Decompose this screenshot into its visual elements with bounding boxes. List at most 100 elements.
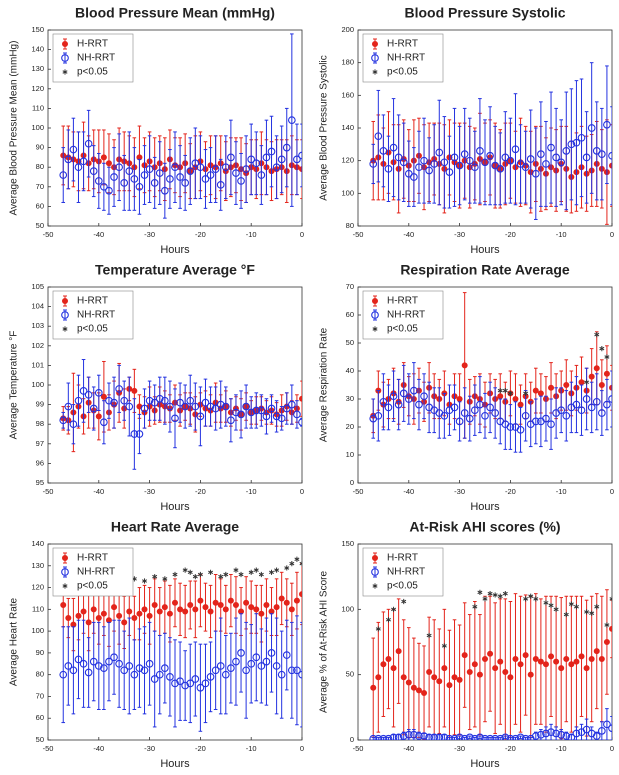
significance-star [401, 598, 407, 605]
x-axis-label: Hours [160, 758, 190, 770]
data-point [85, 619, 92, 626]
error-bar [508, 404, 513, 450]
data-point [221, 163, 230, 172]
legend-label: p<0.05 [77, 67, 108, 78]
error-bar [178, 641, 182, 721]
legend-label: H-RRT [387, 553, 418, 564]
panel: Heart Rate Average Average Heart Rate Hour… [9, 519, 304, 770]
error-bar [594, 731, 599, 740]
data-point [476, 400, 484, 409]
data-point [481, 655, 488, 662]
data-point [430, 733, 439, 740]
legend-marker [62, 297, 69, 304]
data-point [521, 411, 530, 420]
data-point [512, 395, 519, 402]
data-point [410, 173, 418, 181]
error-bar [91, 145, 96, 198]
data-point [100, 393, 107, 400]
x-tick-label: -40 [93, 230, 104, 239]
x-tick-label: -10 [246, 230, 257, 239]
legend: H-RRT NH-RRT p<0.05 [52, 547, 134, 597]
data-point [531, 732, 540, 740]
data-point [512, 655, 519, 662]
data-point [537, 150, 545, 158]
data-point [155, 169, 164, 177]
plot-area [59, 359, 302, 470]
error-bar [137, 628, 142, 708]
data-point [481, 411, 489, 420]
error-bar [518, 735, 523, 740]
error-bar [183, 650, 187, 721]
y-tick-label: 10 [346, 450, 354, 459]
x-tick-label: -50 [353, 487, 364, 496]
data-point [572, 400, 581, 409]
data-point [227, 664, 235, 672]
legend-label: H-RRT [77, 39, 108, 50]
data-point [587, 403, 596, 412]
data-point [487, 650, 494, 657]
error-bar [218, 380, 223, 429]
y-tick-label: 110 [32, 103, 44, 112]
data-point [151, 601, 158, 608]
significance-star [375, 626, 381, 632]
error-bar [213, 386, 218, 431]
data-point [425, 733, 433, 740]
error-bar [564, 91, 569, 211]
data-point [410, 730, 418, 739]
significance-star [289, 561, 295, 567]
y-tick-label: 20 [346, 422, 354, 431]
error-bar [173, 131, 177, 203]
significance-star [502, 388, 508, 394]
data-point [105, 160, 112, 167]
data-point [84, 390, 93, 399]
legend-marker [62, 69, 68, 75]
data-point [186, 679, 195, 688]
error-bar [584, 111, 589, 204]
error-bar [300, 563, 302, 626]
error-bar [188, 643, 193, 724]
data-point [171, 414, 179, 423]
y-tick-label: 102 [31, 341, 44, 350]
error-bar [279, 125, 284, 194]
data-point [553, 658, 560, 665]
error-bar [554, 726, 558, 740]
data-point [181, 179, 190, 187]
data-point [395, 648, 402, 655]
data-point [105, 657, 113, 666]
error-bar [152, 630, 157, 728]
error-bar [178, 145, 182, 209]
legend: H-RRT NH-RRT p<0.05 [362, 290, 444, 340]
y-tick-label: 50 [346, 338, 354, 347]
error-bar [498, 736, 503, 740]
data-point [410, 386, 418, 395]
data-point [272, 163, 281, 172]
data-point [273, 604, 280, 611]
data-point [166, 610, 173, 617]
error-bar [193, 382, 198, 431]
legend-marker [372, 583, 378, 589]
data-point [287, 116, 296, 125]
data-point [150, 398, 159, 407]
y-axis-label: Average Blood Pressure Mean (mmHg) [9, 41, 20, 216]
data-point [141, 606, 148, 613]
error-bar [462, 107, 467, 201]
data-point [64, 402, 73, 411]
significance-star [523, 390, 529, 396]
error-bar [422, 117, 426, 204]
data-point [547, 143, 555, 152]
error-bar [589, 726, 594, 740]
x-tick-label: -20 [195, 230, 206, 239]
legend-marker [62, 555, 69, 562]
error-bar [239, 152, 243, 209]
data-point [375, 674, 382, 681]
error-bar [234, 394, 238, 431]
data-point [461, 652, 468, 659]
error-bar [203, 378, 208, 427]
error-bar [264, 617, 269, 706]
data-point [207, 608, 214, 615]
significance-star [543, 600, 549, 606]
data-point [496, 164, 505, 173]
data-point [196, 683, 205, 692]
y-tick-label: 180 [341, 58, 354, 67]
data-point [293, 666, 301, 675]
